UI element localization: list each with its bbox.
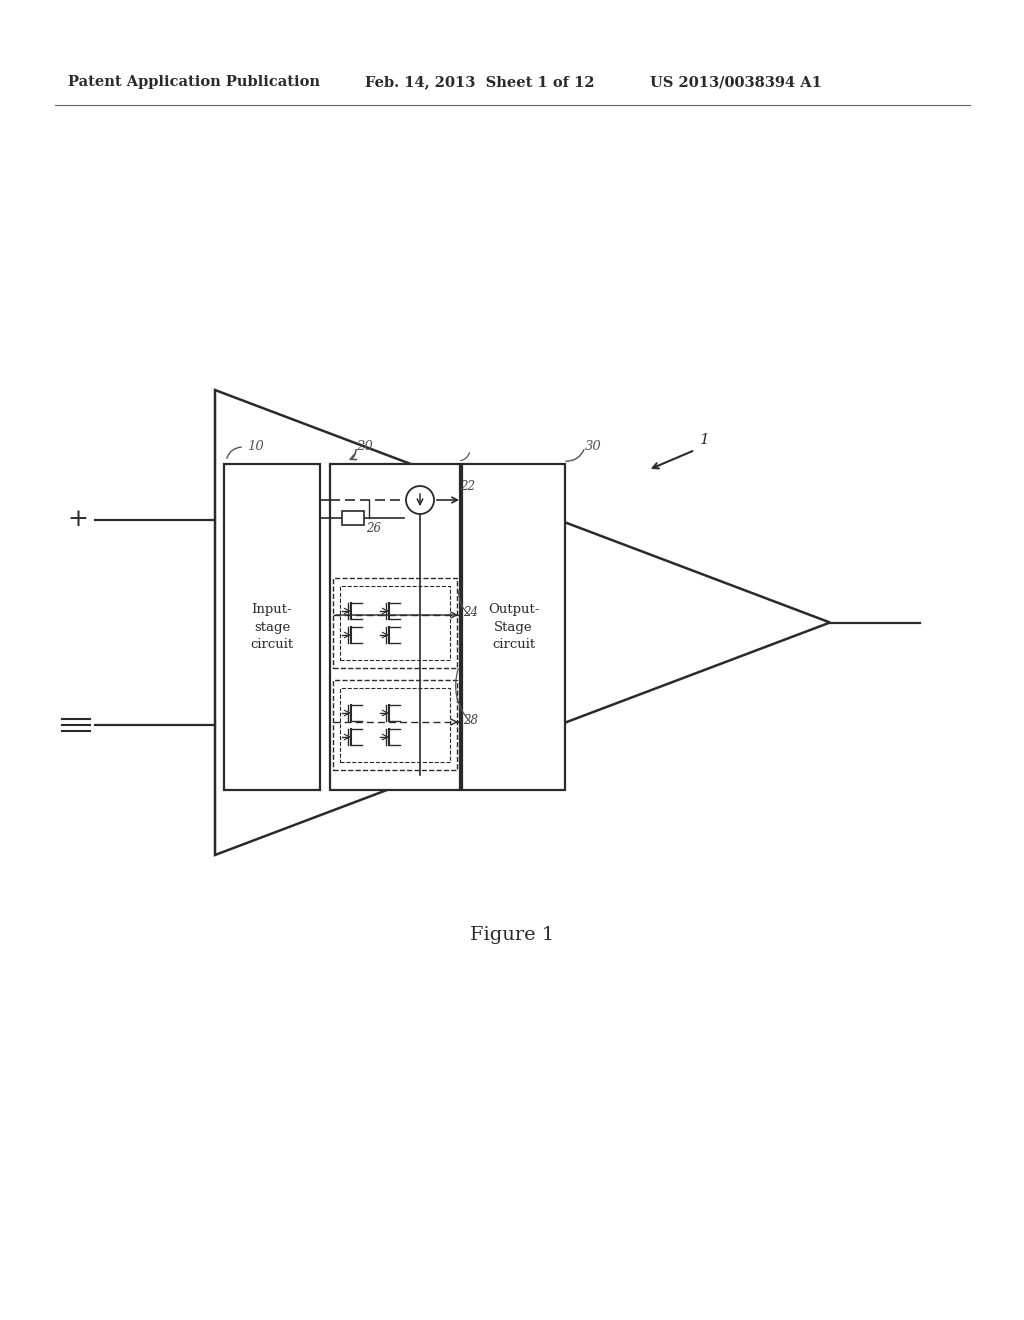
Bar — [330, 465, 460, 789]
Text: Feb. 14, 2013  Sheet 1 of 12: Feb. 14, 2013 Sheet 1 of 12 — [365, 75, 595, 88]
Bar — [333, 578, 457, 668]
Bar — [462, 465, 565, 789]
Text: +: + — [68, 508, 88, 532]
Circle shape — [406, 486, 434, 513]
Bar — [340, 586, 450, 660]
Text: Input-
stage
circuit: Input- stage circuit — [251, 602, 294, 652]
Text: 1: 1 — [700, 433, 710, 447]
Bar — [224, 465, 319, 789]
Text: 30: 30 — [585, 440, 602, 453]
Bar — [340, 688, 450, 762]
Text: US 2013/0038394 A1: US 2013/0038394 A1 — [650, 75, 822, 88]
Text: Output-
Stage
circuit: Output- Stage circuit — [487, 602, 540, 652]
Text: Patent Application Publication: Patent Application Publication — [68, 75, 319, 88]
Text: 26: 26 — [366, 521, 381, 535]
Text: 24: 24 — [463, 606, 478, 619]
Bar — [333, 680, 457, 770]
Text: 28: 28 — [463, 714, 478, 726]
Polygon shape — [215, 389, 830, 855]
Text: 22: 22 — [460, 480, 475, 494]
Text: 10: 10 — [247, 440, 264, 453]
Bar — [342, 511, 364, 525]
Text: Figure 1: Figure 1 — [470, 927, 554, 944]
Text: 20: 20 — [356, 440, 373, 453]
